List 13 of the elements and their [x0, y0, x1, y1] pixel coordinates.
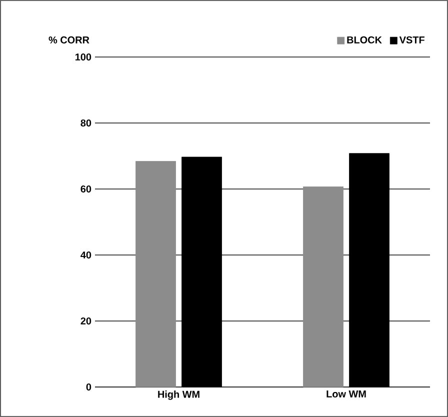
y-tick-label: 60	[80, 185, 92, 193]
x-tick-label: Low WM	[326, 390, 366, 398]
y-tick-label: 40	[80, 251, 92, 259]
legend-label: BLOCK	[347, 36, 382, 44]
bar	[303, 186, 344, 388]
x-tick-label: High WM	[158, 390, 200, 400]
y-tick-label: 0	[86, 383, 92, 391]
bar	[136, 161, 176, 388]
y-tick-label: 80	[80, 119, 92, 127]
y-tick-label: 100	[75, 53, 92, 61]
legend-label: VSTF	[399, 36, 424, 44]
y-axis-title: % CORR	[48, 36, 90, 44]
y-tick-label: 20	[80, 317, 92, 325]
